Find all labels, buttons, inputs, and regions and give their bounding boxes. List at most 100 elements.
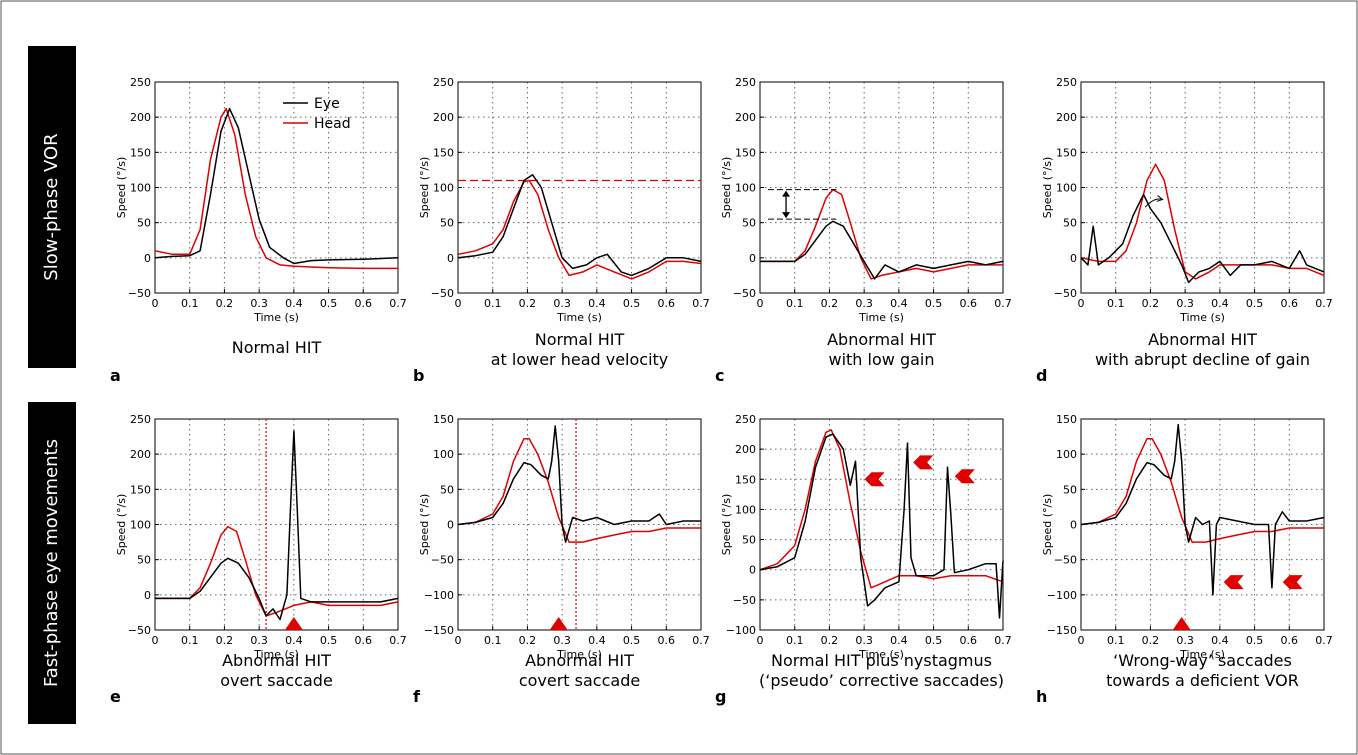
y-tick-label: 250	[130, 413, 151, 426]
x-tick-label: 0	[455, 297, 462, 310]
y-tick-label: 100	[433, 448, 454, 461]
y-tick-label: 250	[735, 76, 756, 89]
y-tick-label: 50	[1063, 483, 1077, 496]
x-axis-label: Time (s)	[253, 648, 299, 661]
y-tick-label: −50	[128, 624, 151, 637]
y-tick-label: 100	[1056, 448, 1077, 461]
y-tick-label: 0	[447, 519, 454, 532]
x-tick-label: 0.4	[1211, 634, 1229, 647]
x-tick-label: 0.6	[658, 634, 676, 647]
x-tick-label: 0.6	[960, 297, 978, 310]
x-tick-label: 0	[152, 297, 159, 310]
y-tick-label: 200	[130, 111, 151, 124]
x-tick-label: 0.3	[855, 634, 873, 647]
x-axis-label: Time (s)	[556, 648, 602, 661]
y-tick-label: −100	[424, 589, 454, 602]
panel-h: 0 0.1 0.2 0.3 0.4 0.5 0.6 0.7 −150 −100 −50 0 50 100 1…	[1036, 413, 1333, 706]
y-tick-label: −50	[1054, 554, 1077, 567]
y-axis-label: Speed (°/s)	[720, 494, 733, 556]
row-label-bg-slow	[28, 46, 76, 368]
y-tick-label: 250	[735, 413, 756, 426]
y-tick-label: −100	[1047, 589, 1077, 602]
saccade-arrow-marker	[864, 472, 885, 487]
y-tick-label: −150	[1047, 624, 1077, 637]
x-tick-label: 0.7	[1315, 297, 1333, 310]
x-tick-label: 0.7	[1315, 634, 1333, 647]
head-trace	[457, 437, 701, 543]
y-tick-label: 0	[1070, 519, 1077, 532]
y-tick-label: 150	[1056, 146, 1077, 159]
x-axis-label: Time (s)	[556, 311, 602, 324]
eye-trace	[457, 174, 702, 277]
x-axis-label: Time (s)	[1179, 648, 1225, 661]
eye-trace	[759, 433, 1004, 619]
x-tick-label: 0.1	[484, 634, 502, 647]
panel-label: d	[1036, 366, 1047, 385]
y-tick-label: 150	[735, 473, 756, 486]
y-tick-label: 150	[433, 413, 454, 426]
y-tick-label: 0	[144, 252, 151, 265]
x-tick-label: 0.6	[960, 634, 978, 647]
y-tick-label: 100	[735, 503, 756, 516]
y-tick-label: 250	[1056, 76, 1077, 89]
x-tick-label: 0.3	[1176, 297, 1194, 310]
y-axis-label: Speed (°/s)	[418, 157, 431, 219]
panel-title: Normal HIT plus nystagmus	[771, 651, 992, 670]
x-tick-label: 0.5	[1246, 634, 1264, 647]
x-tick-label: 0.2	[216, 297, 234, 310]
x-axis-label: Time (s)	[253, 311, 299, 324]
x-tick-label: 0	[1078, 297, 1085, 310]
y-tick-label: 150	[433, 146, 454, 159]
x-tick-label: 0	[757, 634, 764, 647]
plot-frame	[154, 418, 399, 631]
head-trace	[760, 188, 1003, 280]
y-tick-label: 0	[447, 252, 454, 265]
x-tick-label: 0.1	[786, 297, 804, 310]
x-tick-label: 0.7	[994, 634, 1012, 647]
x-tick-label: 0	[757, 297, 764, 310]
eye-trace	[760, 220, 1004, 280]
x-tick-label: 0	[1078, 634, 1085, 647]
saccade-onset-marker	[284, 617, 303, 630]
panel-label: a	[110, 366, 121, 385]
legend: Eye Head	[283, 96, 351, 132]
y-tick-label: 100	[130, 519, 151, 532]
x-axis-label: Time (s)	[858, 311, 904, 324]
head-trace	[154, 107, 398, 270]
panel-b: 0 0.1 0.2 0.3 0.4 0.5 0.6 0.7−50050100150200250…	[413, 76, 710, 385]
plot-frame	[154, 81, 399, 294]
x-tick-label: 0.7	[692, 634, 710, 647]
eye-trace	[1080, 193, 1325, 284]
legend-head-label: Head	[314, 116, 351, 132]
x-tick-label: 0.4	[285, 297, 303, 310]
y-tick-label: 200	[735, 111, 756, 124]
y-tick-label: 150	[735, 146, 756, 159]
y-tick-label: 100	[735, 182, 756, 195]
y-axis-label: Speed (°/s)	[1041, 157, 1054, 219]
panel-label: b	[413, 366, 424, 385]
head-trace	[1080, 437, 1324, 543]
y-tick-label: −50	[1054, 287, 1077, 300]
y-tick-label: 50	[742, 534, 756, 547]
y-tick-label: 50	[440, 483, 454, 496]
panel-title: Normal HIT	[535, 330, 625, 349]
panel-title: overt saccade	[220, 671, 333, 690]
y-tick-label: 0	[144, 589, 151, 602]
y-tick-label: −50	[431, 554, 454, 567]
y-tick-label: −50	[733, 287, 756, 300]
head-trace	[457, 179, 702, 280]
legend-eye-label: Eye	[314, 96, 340, 112]
x-tick-label: 0.7	[994, 297, 1012, 310]
x-tick-label: 0.7	[692, 297, 710, 310]
row-label-fast-phase: Fast-phase eye movements	[41, 439, 62, 687]
y-tick-label: 0	[749, 564, 756, 577]
y-tick-label: −50	[733, 594, 756, 607]
y-tick-label: 250	[433, 76, 454, 89]
y-axis-label: Speed (°/s)	[418, 494, 431, 556]
x-tick-label: 0.5	[320, 634, 338, 647]
y-tick-label: 200	[1056, 111, 1077, 124]
y-tick-label: 50	[742, 217, 756, 230]
panel-title: with abrupt decline of gain	[1095, 350, 1310, 369]
x-tick-label: 0.3	[1176, 634, 1194, 647]
